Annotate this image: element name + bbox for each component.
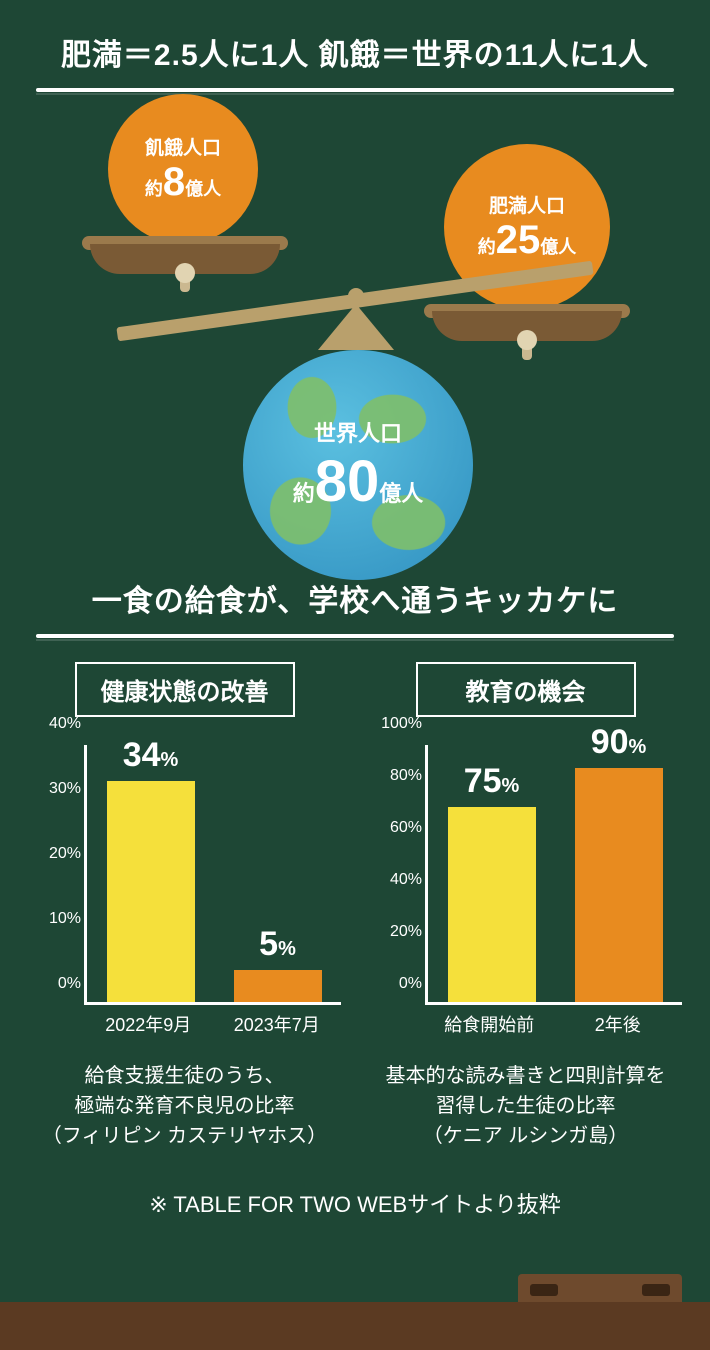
y-axis-tick: 40% — [31, 715, 81, 733]
page-title: 肥満＝2.5人に1人 飢餓＝世界の11人に1人 — [0, 0, 710, 88]
y-axis-tick: 60% — [372, 819, 422, 837]
earth-value: 約80億人 — [293, 448, 424, 515]
y-axis-tick: 20% — [31, 845, 81, 863]
title-divider — [36, 88, 674, 92]
bar-column: 75% — [428, 807, 555, 1002]
chart-tag: 教育の機会 — [416, 662, 636, 717]
earth-label: 世界人口 — [314, 416, 402, 448]
ball-value: 約25億人 — [478, 218, 577, 263]
bar-column: 34% — [87, 781, 214, 1002]
bar — [234, 970, 322, 1003]
hunger-population-ball: 飢餓人口 約8億人 — [108, 94, 258, 244]
bar-chart-plot: 0%10%20%30%40%34%5% — [84, 745, 341, 1005]
y-axis-tick: 10% — [31, 910, 81, 928]
x-axis-label: 2年後 — [554, 1011, 683, 1037]
x-axis-label: 2022年9月 — [84, 1011, 213, 1037]
chart-caption: 給食支援生徒のうち、極端な発育不良児の比率（フィリピン カステリヤホス） — [28, 1061, 341, 1151]
y-axis-tick: 100% — [372, 715, 422, 733]
x-labels: 給食開始前2年後 — [425, 1011, 682, 1037]
bar — [448, 807, 536, 1002]
bar-chart-plot: 0%20%40%60%80%100%75%90% — [425, 745, 682, 1005]
y-axis-tick: 40% — [372, 871, 422, 889]
ball-value: 約8億人 — [145, 160, 221, 205]
eraser-icon — [642, 1284, 670, 1296]
x-axis-label: 2023年7月 — [213, 1011, 342, 1037]
balance-scale-infographic: 飢餓人口 約8億人 肥満人口 約25億人 世界人口 約80億人 — [0, 116, 710, 546]
bar-value-label: 90% — [591, 723, 647, 762]
bar — [107, 781, 195, 1002]
education-chart: 教育の機会 0%20%40%60%80%100%75%90% 給食開始前2年後 … — [369, 662, 682, 1151]
x-axis-label: 給食開始前 — [425, 1011, 554, 1037]
y-axis-tick: 0% — [372, 975, 422, 993]
bar — [575, 768, 663, 1002]
ball-label: 肥満人口 — [489, 191, 565, 218]
y-axis-tick: 20% — [372, 923, 422, 941]
section-2-title: 一食の給食が、学校へ通うキッカケに — [0, 576, 710, 620]
scale-pivot — [348, 288, 364, 304]
scale-pin — [175, 263, 195, 283]
eraser-icon — [530, 1284, 558, 1296]
scale-fulcrum — [318, 304, 394, 350]
y-axis-tick: 0% — [31, 975, 81, 993]
bar-column: 90% — [555, 768, 682, 1002]
health-improvement-chart: 健康状態の改善 0%10%20%30%40%34%5% 2022年9月2023年… — [28, 662, 341, 1151]
blackboard-frame-bottom — [0, 1302, 710, 1350]
bar-value-label: 75% — [464, 762, 520, 801]
bar-column: 5% — [214, 970, 341, 1003]
scale-pin — [517, 330, 537, 350]
bar-value-label: 34% — [123, 736, 179, 775]
footnote: ※ TABLE FOR TWO WEBサイトより抜粋 — [0, 1187, 710, 1219]
y-axis-tick: 30% — [31, 780, 81, 798]
earth-world-population: 世界人口 約80億人 — [243, 350, 473, 580]
x-labels: 2022年9月2023年7月 — [84, 1011, 341, 1037]
chart-tag: 健康状態の改善 — [75, 662, 295, 717]
ball-label: 飢餓人口 — [145, 133, 221, 160]
section-2-divider — [36, 634, 674, 638]
y-axis-tick: 80% — [372, 767, 422, 785]
chart-caption: 基本的な読み書きと四則計算を習得した生徒の比率（ケニア ルシンガ島） — [369, 1061, 682, 1151]
charts-row: 健康状態の改善 0%10%20%30%40%34%5% 2022年9月2023年… — [0, 662, 710, 1151]
bar-value-label: 5% — [259, 925, 296, 964]
